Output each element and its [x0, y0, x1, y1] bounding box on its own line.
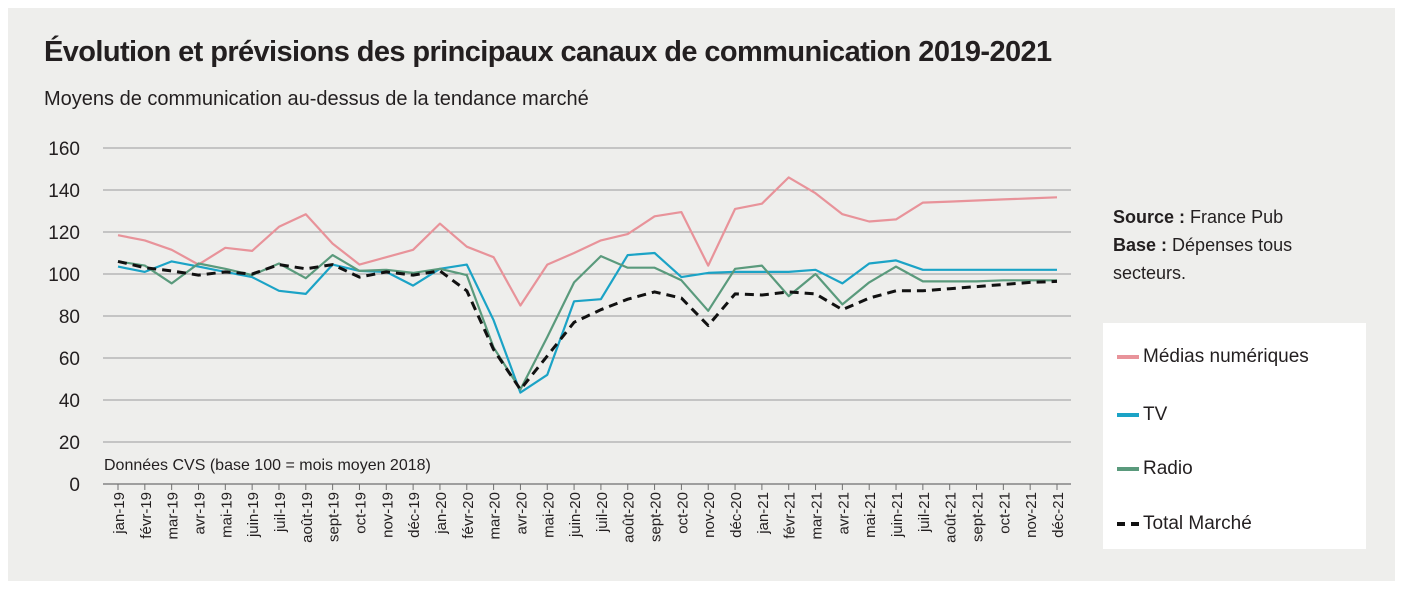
y-tick-label: 80 — [59, 307, 80, 328]
x-tick-label: août-21 — [943, 492, 960, 543]
y-tick-label: 120 — [48, 223, 80, 244]
x-tick-label: mai-20 — [540, 492, 557, 538]
base-label: Base : — [1113, 235, 1168, 255]
source-label: Source : — [1113, 207, 1186, 227]
x-tick-label: jan-19 — [111, 492, 128, 535]
y-tick-label: 100 — [48, 265, 80, 286]
series-lines — [117, 176, 1058, 394]
x-tick-label: nov-20 — [701, 492, 718, 538]
chart-title: Évolution et prévisions des principaux c… — [44, 36, 1052, 68]
chart-annotation: Données CVS (base 100 = mois moyen 2018) — [104, 457, 431, 474]
x-tick-label: oct-19 — [352, 492, 369, 534]
legend-swatch — [1117, 467, 1139, 471]
y-tick-label: 60 — [59, 349, 80, 370]
series-line-total-march- — [117, 259, 1058, 391]
x-tick-label: juin-19 — [245, 492, 262, 538]
x-tick-label: juin-21 — [889, 492, 906, 538]
legend-swatch — [1117, 355, 1139, 359]
legend-label: Médias numériques — [1143, 346, 1309, 367]
x-tick-label: déc-21 — [1050, 492, 1067, 538]
y-tick-label: 0 — [69, 475, 80, 496]
x-tick-label: oct-21 — [996, 492, 1013, 534]
x-axis-ticks: jan-19 févr-19 mar-19 avr-19 mai-19 juin-19 ju… — [111, 484, 1067, 543]
x-tick-label: mai-19 — [218, 492, 235, 538]
legend-item: Radio — [1117, 457, 1193, 481]
x-tick-label: sept-20 — [648, 492, 665, 542]
legend-swatch — [1117, 522, 1139, 526]
x-tick-label: mar-21 — [809, 492, 826, 540]
legend: Médias numériques TV Radio Total Marché — [1103, 323, 1366, 549]
series-line-radio — [117, 254, 1057, 391]
legend-label: Total Marché — [1143, 513, 1252, 534]
x-tick-label: juil-19 — [272, 492, 289, 533]
y-tick-label: 20 — [59, 433, 80, 454]
x-tick-label: févr-21 — [782, 492, 799, 539]
x-tick-label: mar-20 — [487, 492, 504, 540]
x-tick-label: nov-19 — [379, 492, 396, 538]
x-tick-label: mar-19 — [165, 492, 182, 540]
x-tick-label: oct-20 — [674, 492, 691, 534]
x-tick-label: juil-21 — [916, 492, 933, 533]
y-tick-label: 40 — [59, 391, 80, 412]
legend-label: TV — [1143, 404, 1168, 425]
x-tick-label: jan-20 — [433, 492, 450, 535]
x-tick-label: mai-21 — [862, 492, 879, 538]
series-line-m-dias-num-riques — [117, 176, 1058, 307]
x-tick-label: nov-21 — [1023, 492, 1040, 538]
x-tick-label: févr-20 — [460, 492, 477, 539]
x-tick-label: sept-19 — [326, 492, 343, 542]
x-tick-label: avr-19 — [191, 492, 208, 535]
legend-swatch — [1117, 413, 1139, 417]
x-tick-label: avr-20 — [513, 492, 530, 535]
legend-label: Radio — [1143, 458, 1193, 479]
x-tick-label: sept-21 — [970, 492, 987, 542]
y-axis-ticks: 0 20 40 60 80 100 120 140 160 — [48, 139, 80, 496]
x-tick-label: févr-19 — [138, 492, 155, 539]
x-tick-label: déc-20 — [728, 492, 745, 538]
x-tick-label: juil-20 — [594, 492, 611, 533]
y-tick-label: 160 — [48, 139, 80, 160]
y-tick-label: 140 — [48, 181, 80, 202]
source-note: Source : France Pub Base : Dépenses tous… — [1113, 203, 1292, 287]
x-tick-label: août-20 — [621, 492, 638, 543]
base-value-line1: Dépenses tous — [1172, 235, 1293, 255]
source-value: France Pub — [1190, 207, 1284, 227]
x-tick-label: avr-21 — [835, 492, 852, 535]
legend-item: TV — [1117, 403, 1167, 427]
x-tick-label: août-19 — [299, 492, 316, 543]
x-tick-label: juin-20 — [567, 492, 584, 538]
legend-item: Médias numériques — [1117, 345, 1309, 369]
series-line-tv — [117, 251, 1057, 394]
x-tick-label: jan-21 — [755, 492, 772, 535]
legend-item: Total Marché — [1117, 512, 1252, 536]
chart-subtitle: Moyens de communication au-dessus de la … — [44, 88, 589, 110]
x-tick-label: déc-19 — [406, 492, 423, 538]
base-value-line2: secteurs. — [1113, 263, 1187, 283]
